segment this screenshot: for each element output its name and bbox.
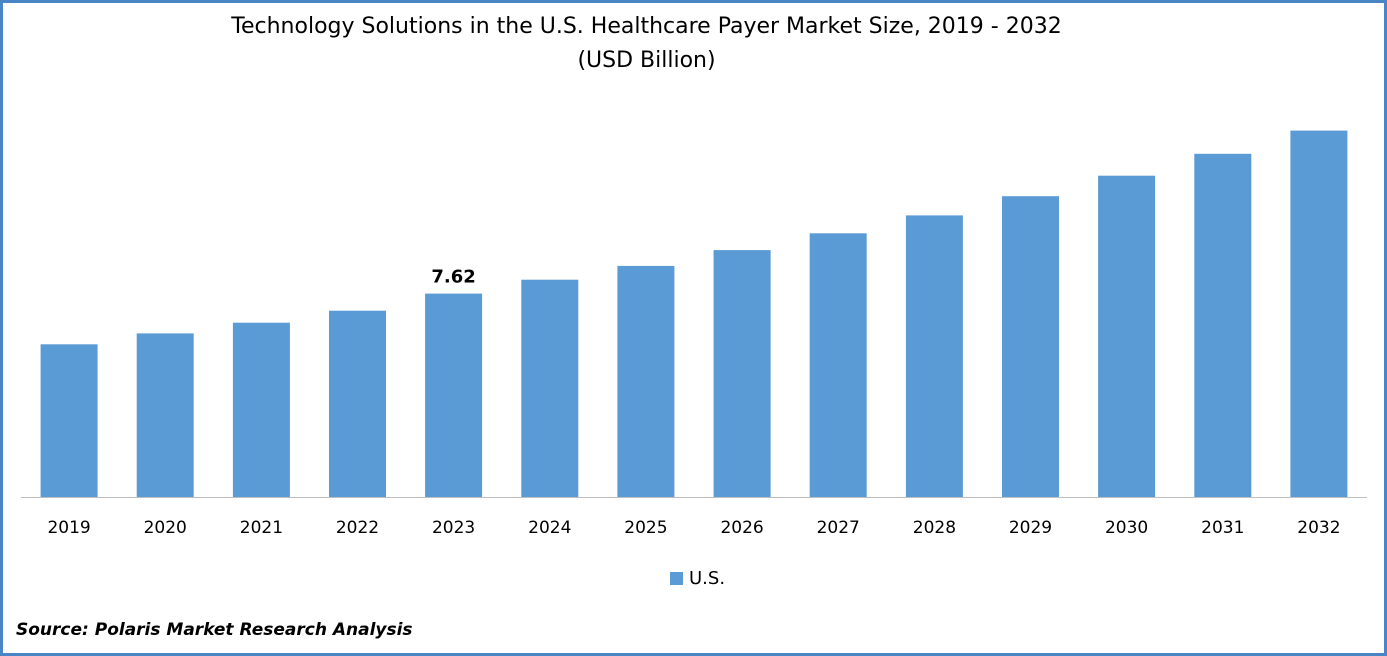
legend-swatch — [670, 572, 683, 585]
x-tick-label-2021: 2021 — [240, 518, 283, 538]
x-tick-label-2025: 2025 — [624, 518, 667, 538]
bar-2032 — [1290, 130, 1348, 497]
bar-2026 — [713, 250, 771, 497]
bar-2021 — [232, 322, 290, 497]
data-label-2023: 7.62 — [431, 267, 475, 288]
bar-2020 — [136, 333, 194, 497]
x-tick-label-2020: 2020 — [144, 518, 187, 538]
bar-2025 — [617, 265, 675, 497]
bar-2029 — [1002, 196, 1059, 497]
x-tick-label-2029: 2029 — [1009, 518, 1052, 538]
x-tick-label-2027: 2027 — [817, 518, 860, 538]
chart-title-block: Technology Solutions in the U.S. Healthc… — [0, 10, 1293, 78]
x-tick-label-2022: 2022 — [336, 518, 379, 538]
bar-2028 — [905, 215, 963, 497]
x-tick-label-2031: 2031 — [1201, 518, 1244, 538]
x-tick-label-2019: 2019 — [47, 518, 90, 538]
bar-2022 — [329, 310, 386, 497]
bar-2031 — [1194, 153, 1252, 498]
legend: U.S. — [670, 568, 725, 589]
legend-label: U.S. — [689, 568, 726, 589]
source-note: Source: Polaris Market Research Analysis — [16, 620, 413, 640]
bar-2027 — [809, 233, 867, 498]
chart-title: Technology Solutions in the U.S. Healthc… — [231, 14, 1062, 39]
x-tick-label-2028: 2028 — [913, 518, 956, 538]
bar-2024 — [521, 279, 579, 497]
x-tick-label-2032: 2032 — [1297, 518, 1340, 538]
x-tick-label-2024: 2024 — [528, 518, 571, 538]
bar-2019 — [40, 344, 98, 497]
bar-2023 — [425, 293, 483, 497]
x-tick-label-2026: 2026 — [720, 518, 763, 538]
x-tick-label-2030: 2030 — [1105, 518, 1148, 538]
bar-2030 — [1098, 175, 1156, 497]
chart-subtitle: (USD Billion) — [577, 48, 716, 73]
x-tick-label-2023: 2023 — [432, 518, 475, 538]
